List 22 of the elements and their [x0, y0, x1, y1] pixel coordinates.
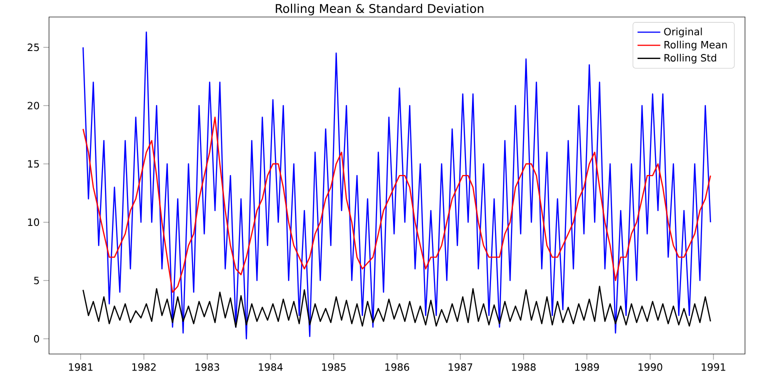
legend-label: Rolling Mean [664, 40, 727, 50]
y-tick-label: 15 [28, 160, 39, 168]
legend-label: Original [664, 28, 702, 38]
line-series [82, 286, 712, 328]
x-tick-label: 1991 [702, 363, 726, 371]
y-tick-label: 0 [34, 335, 40, 343]
x-tick-label: 1982 [132, 363, 156, 371]
chart-title: Rolling Mean & Standard Deviation [276, 4, 484, 16]
y-tick-label: 25 [28, 44, 39, 52]
x-tick-label: 1986 [385, 363, 410, 371]
x-tick-label: 1983 [196, 363, 220, 371]
x-tick-label: 1987 [448, 363, 472, 371]
x-tick-label: 1981 [69, 363, 92, 371]
x-tick-label: 1984 [258, 363, 283, 371]
x-tick-label: 1990 [638, 363, 662, 371]
x-tick-label: 1985 [322, 363, 346, 371]
y-tick-label: 5 [34, 276, 39, 284]
y-tick-label: 10 [28, 218, 40, 226]
y-tick-label: 20 [28, 102, 40, 110]
x-tick-label: 1989 [575, 363, 599, 371]
x-tick-label: 1988 [512, 363, 536, 371]
legend-label: Rolling Std [664, 54, 716, 64]
